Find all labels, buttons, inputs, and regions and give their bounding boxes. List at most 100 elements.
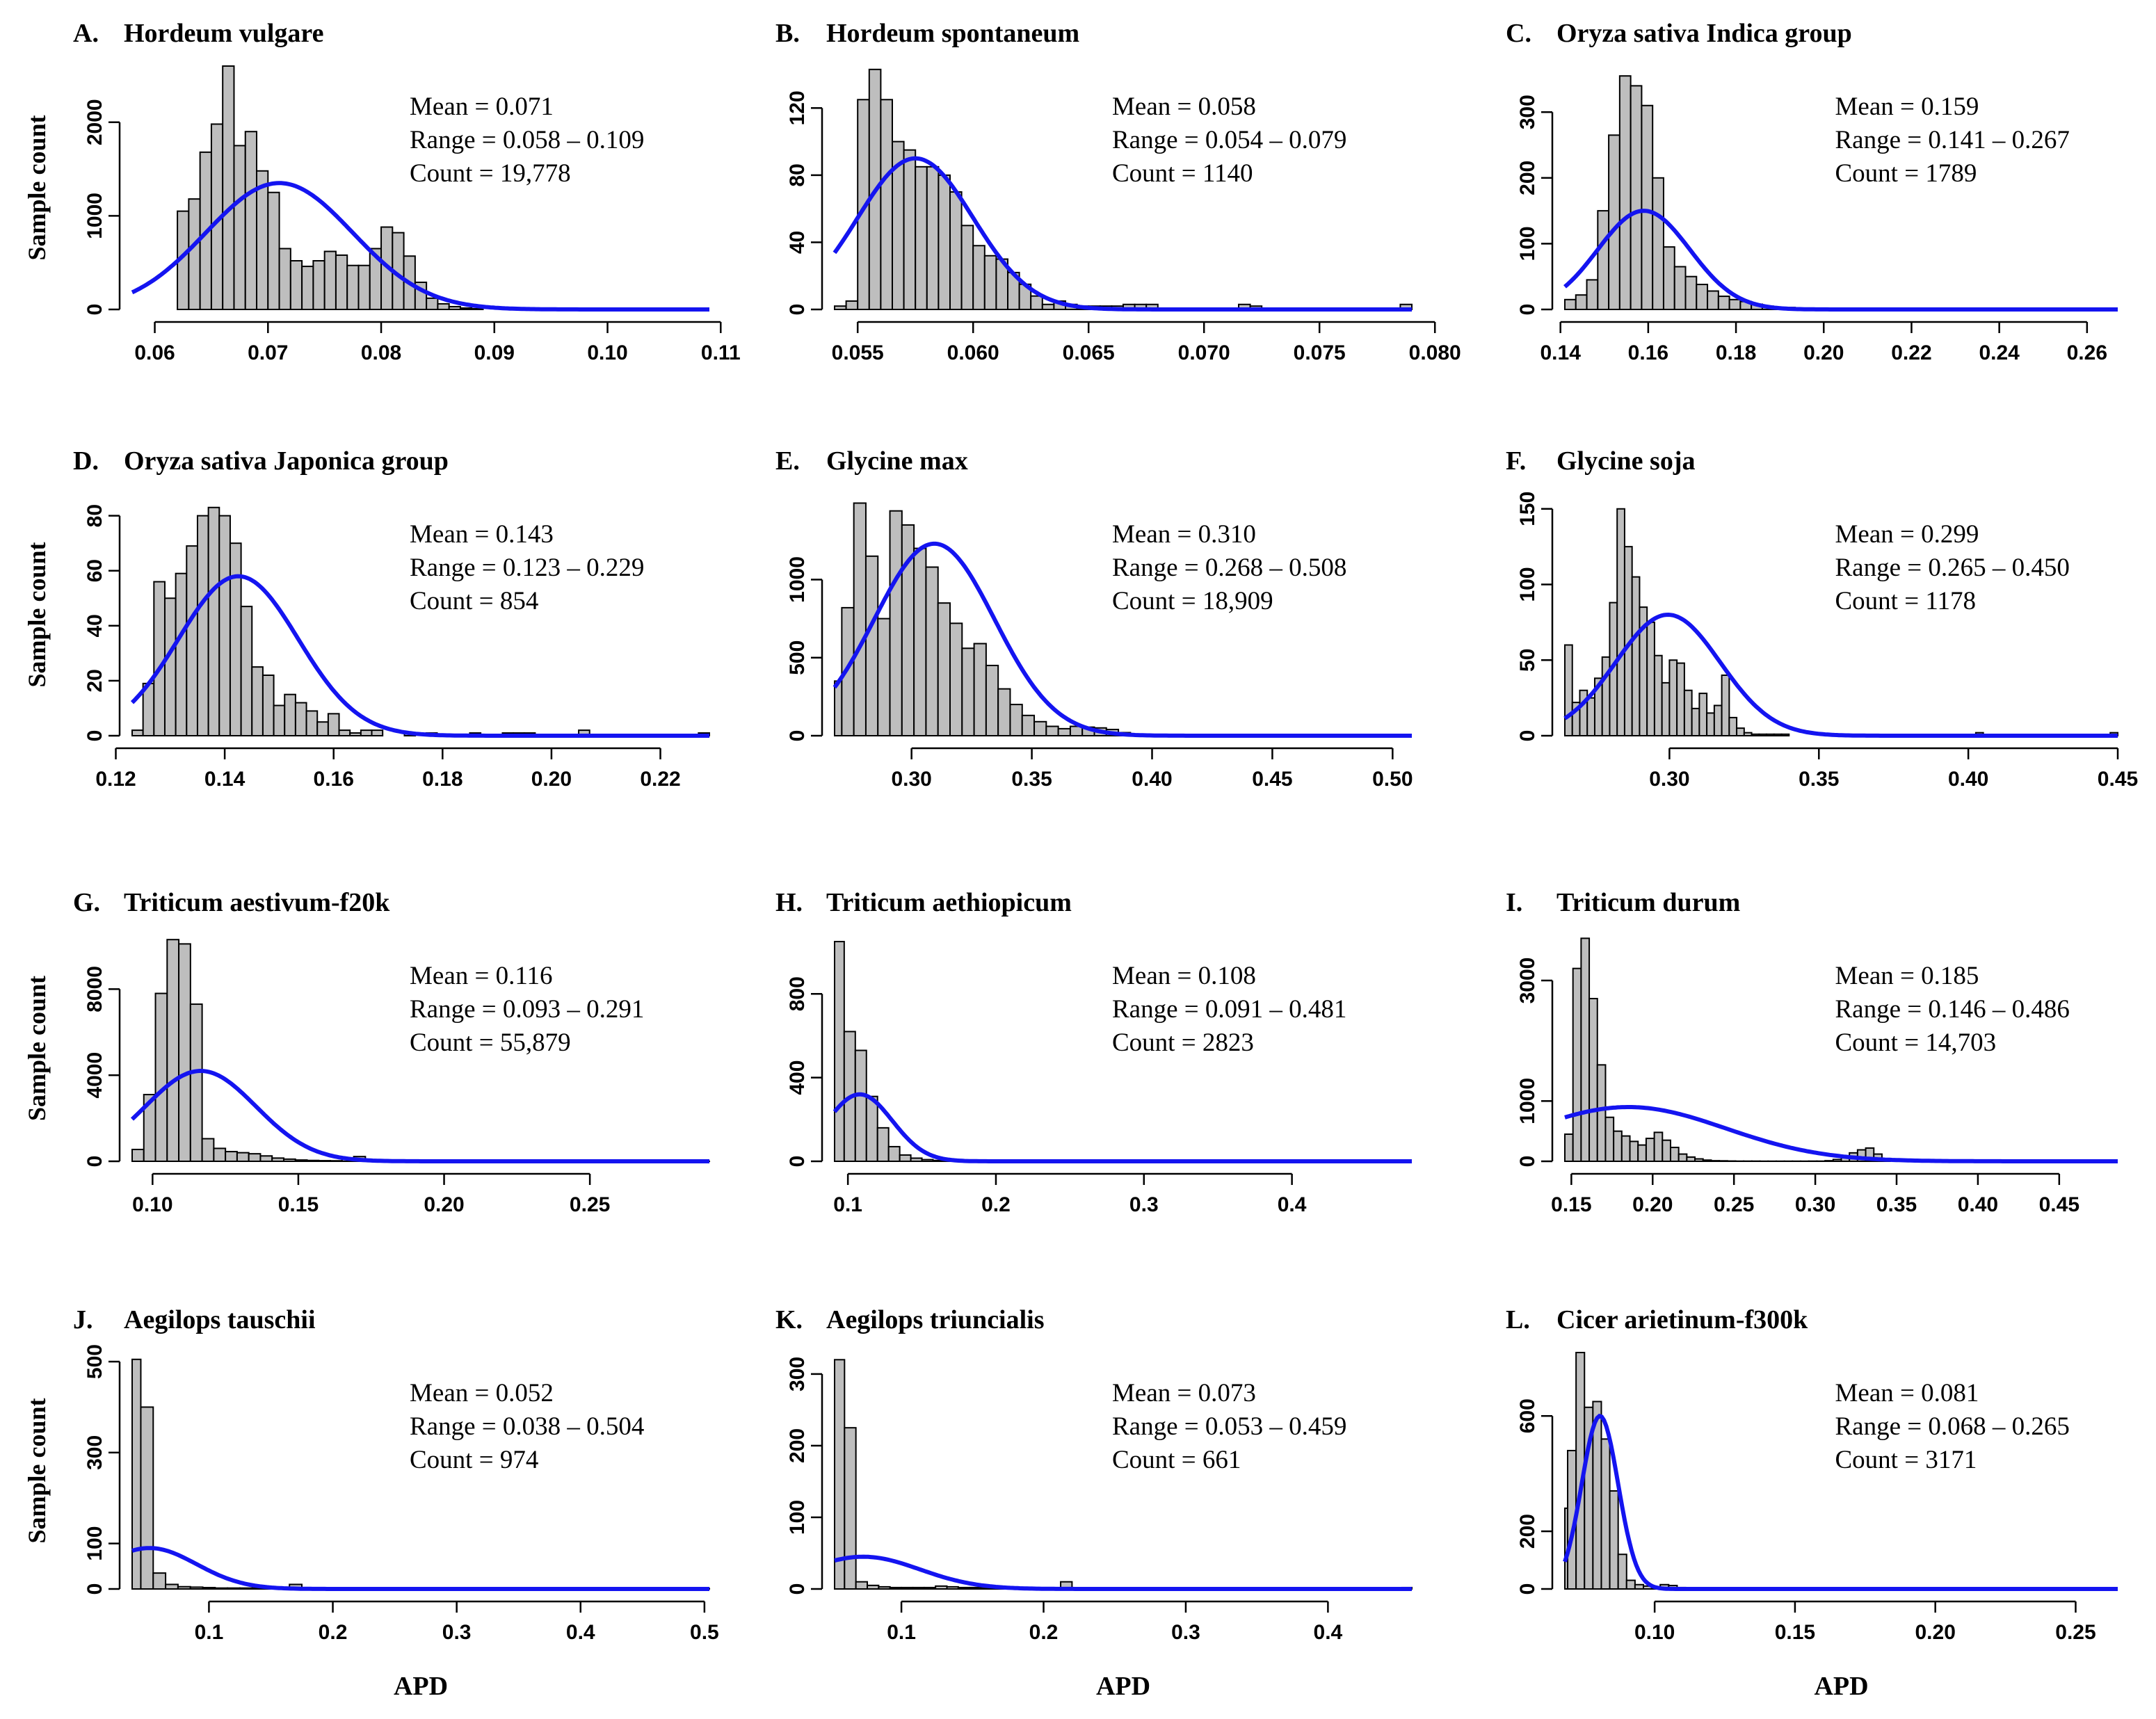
- histogram-bar: [947, 1587, 958, 1589]
- count-label: Count = 19,778: [410, 159, 571, 188]
- x-tick-label: 0.35: [1876, 1193, 1917, 1216]
- range-label: Range = 0.053 – 0.459: [1112, 1412, 1346, 1441]
- histogram-bar: [284, 695, 296, 736]
- x-axis-title: APD: [1814, 1672, 1868, 1701]
- y-tick-label: 1000: [1516, 1078, 1539, 1124]
- histogram-bar: [252, 667, 263, 736]
- x-tick-label: 0.15: [1551, 1193, 1591, 1216]
- histogram-bar: [974, 644, 986, 736]
- panel-letter: F.: [1506, 446, 1526, 476]
- histogram-bar: [1046, 727, 1058, 736]
- panel-title: Glycine soja: [1556, 446, 1695, 476]
- histogram-bar: [926, 567, 938, 736]
- x-tick-label: 0.18: [422, 768, 462, 791]
- histogram-bar: [911, 1158, 922, 1161]
- x-tick-label: 0.1: [833, 1193, 862, 1216]
- histogram-bar: [1598, 1065, 1606, 1161]
- histogram-bar: [927, 167, 939, 309]
- x-axis: 0.10 0.15 0.20 0.25: [132, 1174, 610, 1216]
- histogram-bar: [1598, 211, 1609, 309]
- x-axis: 0.06 0.07 0.08 0.09 0.10 0.11: [134, 322, 740, 364]
- histogram-bar: [437, 304, 449, 309]
- histogram-bar: [1744, 733, 1752, 736]
- x-tick-label: 0.2: [319, 1621, 348, 1644]
- histogram-bar: [1587, 280, 1598, 309]
- y-tick-label: 300: [786, 1357, 809, 1391]
- histogram-bar: [203, 1588, 216, 1589]
- x-tick-label: 0.22: [1891, 341, 1931, 364]
- histogram-bar: [1617, 509, 1625, 736]
- histogram-bar: [1610, 1491, 1618, 1589]
- panel-title: Triticum aethiopicum: [826, 888, 1072, 917]
- histogram-bar: [1833, 1159, 1842, 1161]
- histogram-bar: [973, 245, 985, 309]
- histogram-bar: [215, 1588, 227, 1589]
- y-axis: 0400800: [786, 976, 822, 1167]
- count-label: Count = 1178: [1835, 587, 1976, 615]
- histogram-bar: [246, 131, 257, 309]
- x-tick-label: 0.065: [1063, 341, 1115, 364]
- x-tick-label: 0.18: [1716, 341, 1756, 364]
- histogram-bar: [986, 665, 998, 736]
- histogram-bar: [426, 298, 437, 309]
- histogram-bar: [1699, 693, 1707, 736]
- x-tick-label: 0.4: [566, 1621, 595, 1644]
- histogram-bar: [904, 150, 916, 309]
- normal-fit-curve: [835, 1095, 1412, 1161]
- histogram-bar: [1714, 706, 1722, 736]
- x-axis-title: APD: [394, 1672, 448, 1701]
- panel-letter: K.: [775, 1305, 803, 1334]
- histogram-bar: [950, 623, 962, 736]
- histogram-bar: [1684, 691, 1692, 736]
- x-tick-label: 0.3: [1171, 1621, 1200, 1644]
- histogram-bar: [460, 308, 472, 309]
- y-tick-label: 0: [83, 1583, 106, 1595]
- mean-label: Mean = 0.052: [410, 1379, 554, 1407]
- x-tick-label: 0.2: [1029, 1621, 1059, 1644]
- histogram-bar: [223, 66, 234, 309]
- y-tick-label: 120: [786, 90, 809, 125]
- histogram-bar: [1631, 86, 1642, 309]
- histogram-bar: [985, 256, 997, 309]
- x-tick-label: 0.30: [1795, 1193, 1835, 1216]
- histogram-bar: [186, 546, 198, 736]
- histogram-bar: [1655, 1132, 1663, 1161]
- x-tick-label: 0.25: [2055, 1621, 2095, 1644]
- x-tick-label: 0.16: [314, 768, 354, 791]
- stats-annotation: Mean = 0.052 Range = 0.038 – 0.504 Count =…: [410, 1379, 644, 1474]
- y-axis-title: Sample count: [23, 115, 51, 260]
- y-tick-label: 200: [1516, 1514, 1539, 1549]
- histogram-bar: [372, 730, 383, 736]
- histogram-bar: [165, 598, 176, 736]
- range-label: Range = 0.265 – 0.450: [1835, 554, 2070, 582]
- histogram-bar: [296, 1160, 307, 1161]
- x-tick-label: 0.14: [1540, 341, 1581, 364]
- histogram-bar: [1638, 1145, 1646, 1161]
- histogram-bar: [1618, 1554, 1627, 1589]
- histogram-bar: [339, 730, 351, 736]
- y-tick-label: 80: [786, 163, 809, 186]
- histogram-bar: [914, 549, 926, 736]
- histogram-bar: [924, 1588, 935, 1589]
- histogram-bar: [240, 1588, 252, 1589]
- x-tick-label: 0.30: [891, 768, 931, 791]
- y-tick-label: 500: [786, 640, 809, 675]
- panel-letter: C.: [1506, 19, 1531, 48]
- x-axis: 0.14 0.16 0.18 0.20 0.22 0.24 0.26: [1540, 322, 2107, 364]
- panel-title: Hordeum vulgare: [124, 19, 323, 48]
- y-tick-label: 600: [1516, 1398, 1539, 1433]
- x-tick-label: 0.45: [2098, 768, 2138, 791]
- y-tick-label: 1000: [786, 556, 809, 603]
- histogram-bar: [938, 175, 950, 309]
- y-tick-label: 0: [1516, 730, 1539, 742]
- y-axis: 040008000: [83, 966, 120, 1167]
- mean-label: Mean = 0.073: [1112, 1379, 1256, 1407]
- panel-letter: B.: [775, 19, 800, 48]
- histogram-bar: [1043, 305, 1054, 309]
- x-tick-label: 0.060: [947, 341, 999, 364]
- histogram-bar: [284, 1159, 296, 1161]
- x-tick-label: 0.070: [1178, 341, 1230, 364]
- histogram-bar: [900, 1155, 911, 1161]
- histogram-bar: [1707, 291, 1719, 309]
- y-tick-label: 60: [83, 559, 106, 582]
